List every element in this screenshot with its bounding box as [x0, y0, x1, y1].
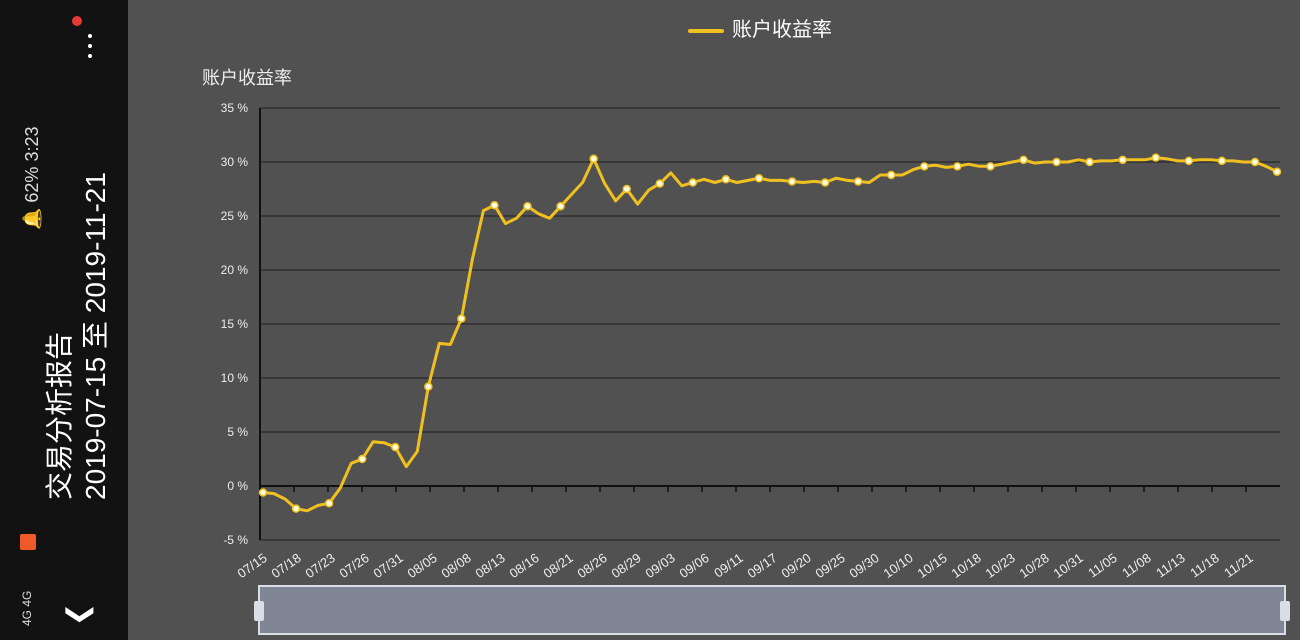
data-point [1019, 155, 1028, 165]
x-tick-label: 10/31 [1050, 550, 1085, 581]
y-tick-label: 10 % [221, 371, 249, 385]
data-point [490, 200, 499, 210]
data-point [391, 442, 400, 452]
x-tick-label: 08/16 [506, 550, 541, 581]
x-tick-label: 09/25 [812, 550, 847, 581]
data-point [424, 382, 433, 391]
x-tick-label: 10/23 [982, 550, 1017, 581]
data-point [1184, 156, 1194, 166]
x-tick-label: 07/18 [268, 550, 303, 581]
data-point [357, 454, 367, 464]
x-tick-label: 08/26 [574, 550, 609, 581]
y-tick-label: 5 % [227, 425, 248, 439]
data-point [457, 314, 466, 323]
y-tick-label: 30 % [221, 155, 249, 169]
x-tick-label: 11/21 [1221, 550, 1255, 580]
data-point [622, 184, 631, 194]
report-title: 交易分析报告 [44, 331, 75, 500]
y-axis-title: 账户收益率 [202, 68, 292, 88]
x-tick-label: 09/06 [676, 550, 711, 581]
zoom-slider[interactable] [254, 585, 1290, 635]
data-point [853, 177, 863, 186]
data-point [1250, 157, 1260, 167]
data-point [920, 162, 929, 171]
zoom-handle-right[interactable] [1280, 601, 1290, 621]
x-tick-label: 07/15 [234, 550, 269, 581]
data-point [754, 173, 764, 183]
x-tick-label: 09/20 [778, 550, 813, 581]
chart-panel: 账户收益率 账户收益率 35 % 30 % 25 % 20 % 15 % 10 % 5 % 0… [128, 0, 1300, 640]
legend-swatch [688, 28, 724, 33]
data-point [986, 162, 995, 171]
series-line [262, 156, 1278, 513]
notification-dot [72, 16, 82, 26]
legend-label: 账户收益率 [732, 19, 832, 41]
x-tick-label: 09/17 [744, 550, 779, 581]
data-point [589, 154, 598, 164]
data-point [1052, 157, 1061, 167]
x-tick-label: 09/03 [642, 550, 677, 581]
more-menu-icon[interactable] [84, 28, 96, 68]
data-point [787, 177, 797, 186]
x-tick-label: 08/13 [472, 550, 507, 581]
x-tick-label: 08/21 [540, 550, 575, 581]
data-point [655, 179, 665, 188]
chart-legend[interactable]: 账户收益率 [688, 18, 832, 42]
data-point [688, 178, 698, 187]
y-tick-label: 35 % [221, 101, 249, 115]
data-point [523, 202, 532, 211]
x-tick-label: 11/18 [1187, 550, 1221, 580]
x-tick-label: 09/30 [846, 550, 881, 581]
data-point [1085, 157, 1094, 167]
x-tick-label: 07/23 [302, 550, 337, 581]
data-point [820, 178, 830, 187]
sidebar: 4G 4G 🔔 62% 3:23 交易分析报告 2019-07-15 至 201… [0, 0, 128, 640]
x-tick-label: 11/13 [1153, 550, 1187, 580]
data-point [721, 175, 731, 184]
x-tick-label: 10/15 [914, 550, 949, 581]
data-point [886, 170, 896, 180]
line-chart: 35 %30 %25 %20 %15 %10 %5 %0 %-5 %07/150… [221, 101, 1282, 581]
x-tick-label: 07/31 [370, 550, 405, 581]
y-tick-label: 15 % [221, 317, 249, 331]
data-point [291, 504, 301, 513]
chevron-down-icon[interactable]: ❯ [66, 602, 98, 627]
y-tick-label: 25 % [221, 209, 249, 223]
x-tick-label: 10/28 [1016, 550, 1051, 581]
y-tick-label: 0 % [227, 479, 248, 493]
x-tick-label: 07/26 [336, 550, 371, 581]
x-tick-label: 11/05 [1085, 550, 1119, 580]
x-tick-label: 08/05 [404, 550, 439, 581]
x-tick-label: 11/08 [1119, 550, 1153, 580]
zoom-handle-left[interactable] [254, 601, 264, 621]
x-tick-label: 08/08 [438, 550, 473, 581]
y-tick-label: 20 % [221, 263, 249, 277]
data-point [324, 499, 334, 508]
x-tick-label: 08/29 [608, 550, 643, 581]
data-point [258, 488, 268, 497]
data-point [953, 162, 962, 171]
x-tick-label: 10/18 [948, 550, 983, 581]
data-point [1151, 153, 1161, 162]
data-point [556, 202, 565, 211]
x-tick-label: 10/10 [880, 550, 915, 581]
report-header: 交易分析报告 2019-07-15 至 2019-11-21 [0, 0, 128, 640]
data-point [1217, 156, 1227, 166]
x-tick-label: 09/11 [711, 550, 745, 580]
y-tick-label: -5 % [223, 533, 248, 547]
report-date-range: 2019-07-15 至 2019-11-21 [80, 172, 111, 500]
data-point [1118, 155, 1127, 165]
data-point [1272, 167, 1282, 176]
